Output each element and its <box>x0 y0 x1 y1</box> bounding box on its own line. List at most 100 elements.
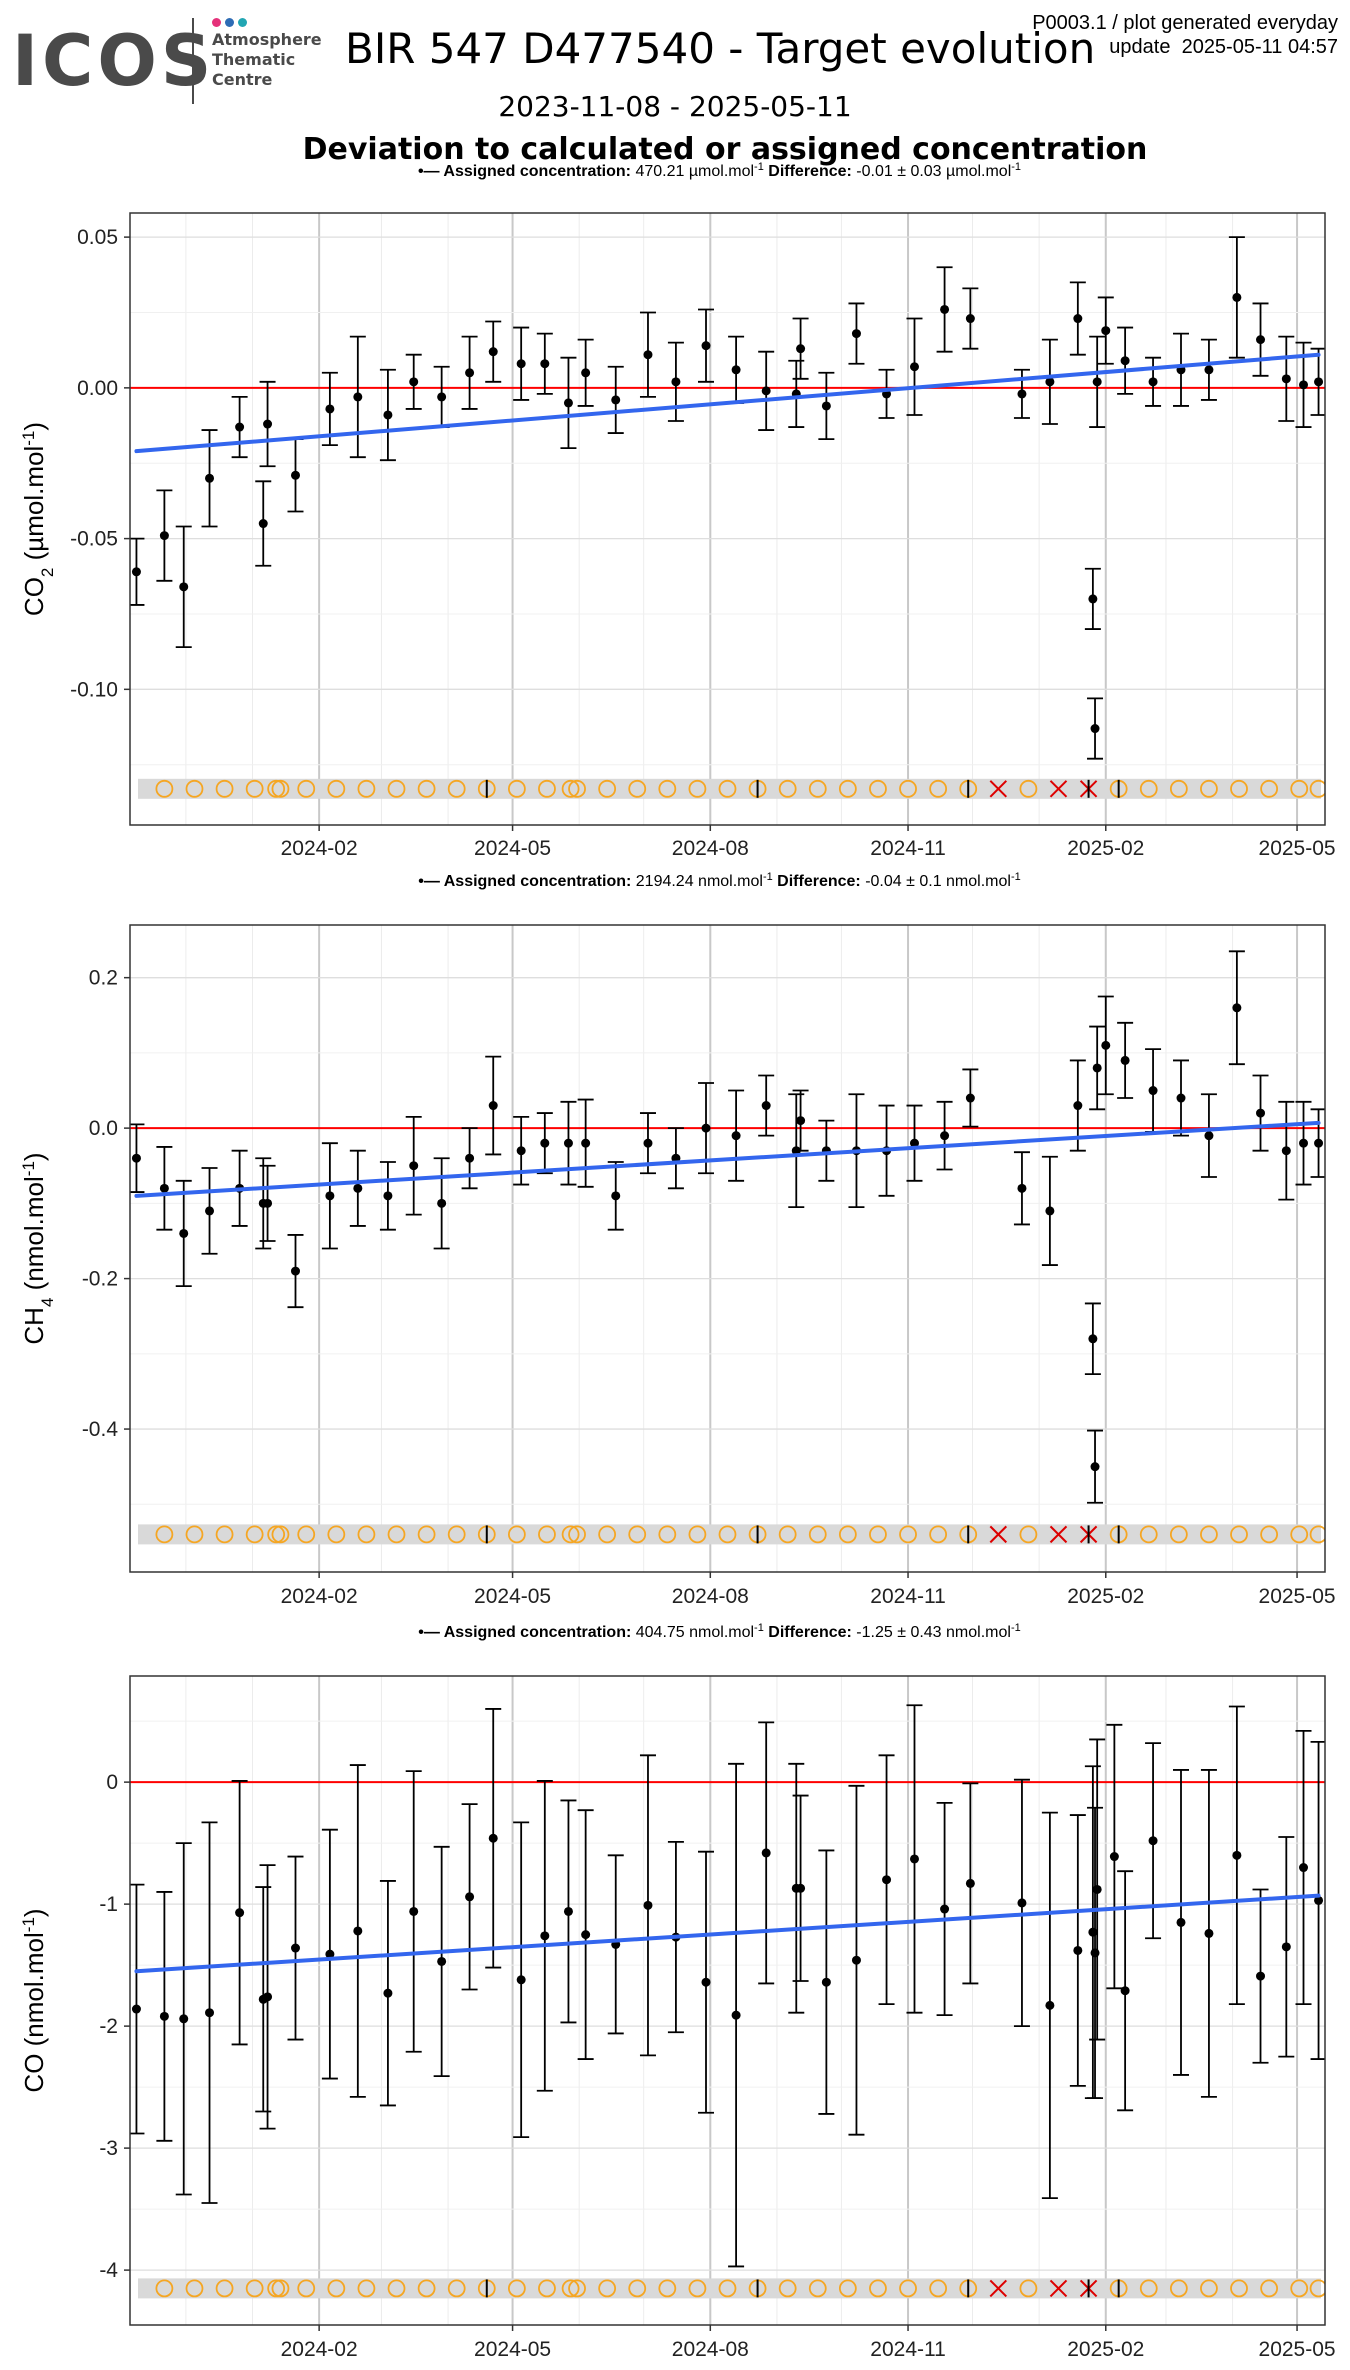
legend-difference-value: -0.04 ± 0.1 nmol.mol <box>865 873 1011 890</box>
data-point <box>349 1764 366 2098</box>
data-point <box>175 1842 192 2196</box>
data-points <box>130 236 1325 760</box>
legend-unit-sup: -1 <box>754 1622 764 1634</box>
point-marker <box>488 1101 498 1111</box>
flag-ok <box>267 779 286 798</box>
flag-ok <box>507 1525 526 1544</box>
flag-ok <box>929 1525 948 1544</box>
flag-ok <box>447 2279 466 2298</box>
point-marker <box>383 1988 393 1998</box>
point-marker <box>1088 1927 1098 1937</box>
point-marker <box>325 1191 335 1201</box>
data-point <box>1013 1151 1030 1226</box>
trend-line <box>134 352 1321 454</box>
flag-ok <box>297 2279 316 2298</box>
point-marker <box>1232 1003 1242 1013</box>
flag-ok <box>357 1525 376 1544</box>
legend-difference-value: -0.01 ± 0.03 µmol.mol <box>856 163 1011 180</box>
point-marker <box>1045 377 1055 387</box>
flag-ok <box>1260 1525 1279 1544</box>
data-point <box>607 1161 624 1231</box>
legend: •— Assigned concentration: 2194.24 nmol.… <box>418 871 1020 890</box>
flag-ok <box>267 2279 286 2298</box>
legend-marker: •— <box>418 1624 443 1641</box>
x-tick-label: 2024-08 <box>672 837 749 860</box>
flag-ok <box>628 779 647 798</box>
data-point <box>1172 1769 1189 2076</box>
flag-ok <box>561 779 580 798</box>
data-point <box>433 1157 450 1250</box>
point-marker <box>1092 377 1102 387</box>
x-tick-label: 2025-05 <box>1259 2338 1336 2361</box>
data-point <box>792 1794 809 1982</box>
data-point <box>379 1880 396 2107</box>
data-point <box>1089 1738 1106 2041</box>
flag-ok <box>598 779 617 798</box>
x-tick-label: 2024-11 <box>870 1585 946 1608</box>
y-tick-label: -0.10 <box>70 678 118 701</box>
flag-ok <box>1200 1525 1218 1544</box>
data-point <box>536 1112 553 1175</box>
point-marker <box>353 1183 363 1193</box>
plot-code: P0003.1 / plot generated everyday <box>1032 12 1338 34</box>
data-point <box>1117 326 1134 395</box>
point-marker <box>159 531 169 541</box>
flag-ok <box>1309 1525 1325 1544</box>
legend-difference-label: Difference: <box>773 873 865 890</box>
legend-assigned-value: 404.75 nmol.mol <box>636 1624 754 1641</box>
point-marker <box>437 1198 447 1208</box>
point-marker <box>1176 1093 1186 1103</box>
x-tick-label: 2024-08 <box>672 2338 749 2361</box>
flag-ok <box>1200 2279 1218 2298</box>
data-point <box>667 1127 684 1190</box>
data-point <box>349 1149 366 1227</box>
flag-cross-stroke <box>989 1525 1008 1544</box>
point-marker <box>940 1131 950 1141</box>
flag-ok <box>561 1525 580 1544</box>
point-marker <box>437 392 447 402</box>
data-point <box>792 1089 809 1152</box>
point-marker <box>1256 335 1266 345</box>
data-point <box>1278 335 1295 422</box>
point-marker <box>1256 1108 1266 1118</box>
flag-ok <box>658 2279 677 2298</box>
flag-ok <box>1230 1525 1248 1544</box>
data-point <box>848 302 865 365</box>
point-marker <box>437 1956 447 1966</box>
flag-ok <box>387 779 406 798</box>
point-marker <box>1204 365 1214 375</box>
point-marker <box>965 1093 975 1103</box>
data-point <box>321 1828 338 2080</box>
update-time: update 2025-05-11 04:57 <box>1109 36 1338 58</box>
x-tick-label: 2024-05 <box>474 1585 551 1608</box>
data-point <box>231 1780 248 2046</box>
point-marker <box>325 404 335 414</box>
point-marker <box>643 350 653 360</box>
flag-ok <box>1309 2279 1325 2298</box>
data-point <box>321 1142 338 1250</box>
point-marker <box>409 377 419 387</box>
data-point <box>513 1821 530 2139</box>
point-marker <box>263 1198 273 1208</box>
point-marker <box>1204 1928 1214 1938</box>
point-marker <box>1073 1101 1083 1111</box>
data-point <box>1087 1429 1104 1504</box>
point-marker <box>851 329 861 339</box>
data-point <box>758 1074 775 1137</box>
flag-ok <box>568 2279 586 2298</box>
point-marker <box>1299 380 1309 390</box>
data-point <box>1145 1048 1162 1133</box>
chart-subtitle: Deviation to calculated or assigned conc… <box>302 132 1148 167</box>
point-marker <box>701 341 711 351</box>
point-marker <box>1281 374 1291 384</box>
data-point <box>848 1784 865 2136</box>
flag-row <box>138 778 1325 799</box>
flag-ok <box>447 1525 466 1544</box>
logo-subtitle-line: Atmosphere <box>212 30 322 49</box>
point-marker <box>796 344 806 354</box>
data-point <box>906 1704 923 2014</box>
flag-cross-stroke <box>1049 780 1068 798</box>
point-marker <box>909 1138 919 1148</box>
data-point <box>577 1809 594 2060</box>
point-marker <box>581 1138 591 1148</box>
